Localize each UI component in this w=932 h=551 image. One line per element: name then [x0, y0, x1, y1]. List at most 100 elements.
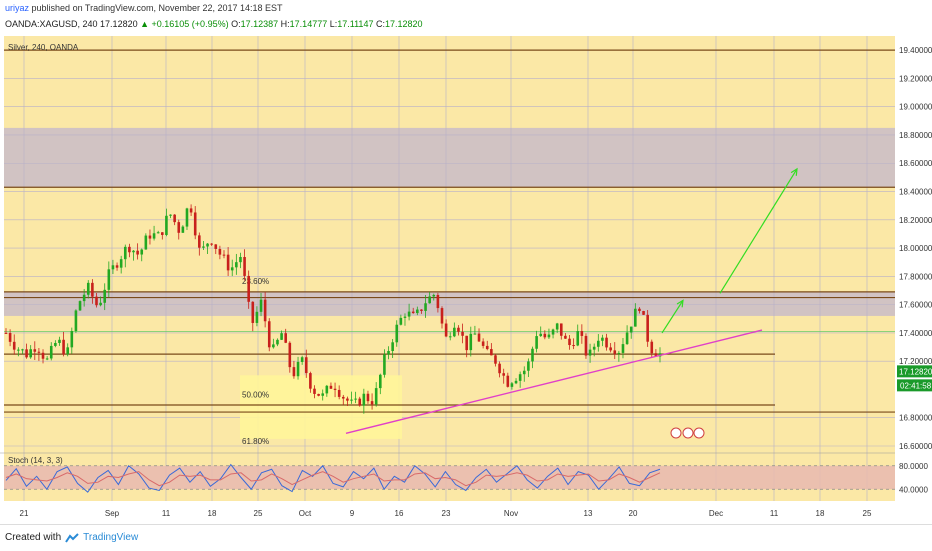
candle-body: [49, 345, 53, 359]
candle-body: [272, 344, 275, 348]
candle-body: [140, 249, 144, 255]
candle-body: [21, 349, 24, 351]
countdown-tag: [897, 379, 932, 392]
candle-body: [580, 331, 584, 336]
candle-body: [165, 215, 168, 235]
candle-body: [518, 374, 522, 381]
candle-body: [399, 317, 403, 325]
x-tick-label: 9: [350, 509, 355, 518]
candle-body: [276, 339, 279, 345]
time-axis-background: [0, 501, 895, 524]
price-chart[interactable]: 23.60% 50.00% 61.80% Silver, 240, OANDA 19.4…: [0, 36, 932, 524]
low-value: 17.11147: [337, 19, 374, 29]
candle-body: [300, 357, 304, 362]
target-arrow: [719, 168, 798, 294]
rising-trendline: [345, 329, 763, 434]
candle-body: [601, 337, 604, 341]
candle-body: [239, 257, 242, 263]
candle-body: [17, 349, 20, 351]
event-flag-icon: [682, 427, 694, 439]
y-tick-label: 16.60000: [899, 442, 932, 451]
candle-body: [597, 340, 600, 347]
candle-body: [366, 393, 370, 402]
tradingview-logo-icon: [65, 532, 79, 543]
candle-body: [329, 385, 333, 389]
candle-body: [453, 327, 456, 337]
candle-body: [625, 332, 629, 345]
candle-body: [436, 294, 440, 309]
x-tick-label: 21: [20, 509, 29, 518]
candle-body: [198, 235, 201, 248]
candle-body: [416, 309, 419, 314]
candle-body: [161, 232, 164, 235]
fib-label-0: 23.60%: [242, 277, 269, 286]
candle-body: [218, 248, 222, 255]
candle-body: [535, 336, 538, 349]
candle-body: [584, 335, 588, 356]
tradingview-brand-link[interactable]: TradingView: [83, 532, 139, 543]
candle-body: [461, 331, 464, 336]
high-value: 17.14777: [289, 19, 328, 29]
candle-body: [123, 246, 127, 260]
candle-body: [646, 314, 649, 342]
y-tick-label: 17.40000: [899, 329, 932, 338]
y-tick-label: 18.00000: [899, 244, 932, 253]
candle-body: [107, 269, 111, 290]
candle-body: [391, 342, 394, 351]
candle-body: [103, 289, 107, 303]
y-tick-label: 17.60000: [899, 301, 932, 310]
stoch-k-line: [5, 463, 661, 493]
y-tick-label: 18.60000: [899, 159, 932, 168]
countdown-tag-label: 02:41:58: [900, 381, 932, 390]
candle-body: [136, 250, 139, 255]
x-tick-label: Nov: [504, 509, 518, 518]
candle-body: [4, 332, 8, 334]
candle-body: [374, 388, 378, 405]
candle-body: [477, 333, 481, 342]
candle-body: [642, 311, 645, 315]
candle-body: [465, 335, 468, 351]
candle-body: [37, 351, 41, 353]
fib-box: [240, 375, 402, 439]
candle-body: [588, 349, 592, 356]
candle-body: [407, 311, 411, 317]
x-tick-label: 25: [254, 509, 263, 518]
price-axis-background: [895, 36, 932, 524]
candle-body: [189, 208, 193, 213]
candle-body: [490, 349, 493, 356]
candle-body: [346, 398, 349, 401]
candle-body: [210, 243, 213, 245]
candle-body: [214, 244, 218, 249]
ohlc-readout: OANDA:XAGUSD, 240 17.12820 ▲ +0.16105 (+…: [5, 19, 423, 29]
candle-body: [70, 331, 74, 348]
candle-body: [267, 321, 271, 348]
chart-header: uriyaz published on TradingView.com, Nov…: [0, 0, 932, 36]
candle-body: [144, 235, 148, 250]
resistance-zone-1: [4, 291, 895, 316]
candle-body: [115, 265, 119, 268]
candle-body: [82, 294, 86, 302]
candle-body: [337, 389, 341, 397]
candle-body: [650, 341, 654, 354]
y-tick-label: 18.80000: [899, 131, 932, 140]
candle-body: [494, 355, 497, 364]
candle-body: [420, 309, 423, 311]
candle-body: [510, 383, 514, 387]
author-link[interactable]: uriyaz: [5, 3, 30, 13]
created-with-text: Created with: [5, 532, 62, 543]
candle-body: [284, 333, 287, 343]
candle-body: [202, 246, 205, 248]
candle-body: [547, 334, 551, 338]
candle-body: [95, 296, 98, 306]
x-tick-label: 23: [442, 509, 451, 518]
candle-body: [506, 375, 510, 387]
candle-body: [358, 398, 362, 406]
candle-body: [383, 354, 386, 375]
candle-body: [531, 348, 534, 362]
candle-body: [255, 311, 259, 323]
x-tick-label: 25: [863, 509, 872, 518]
candle-body: [428, 296, 431, 304]
candle-body: [86, 282, 90, 295]
candle-body: [259, 299, 263, 312]
x-tick-label: 11: [770, 509, 779, 518]
